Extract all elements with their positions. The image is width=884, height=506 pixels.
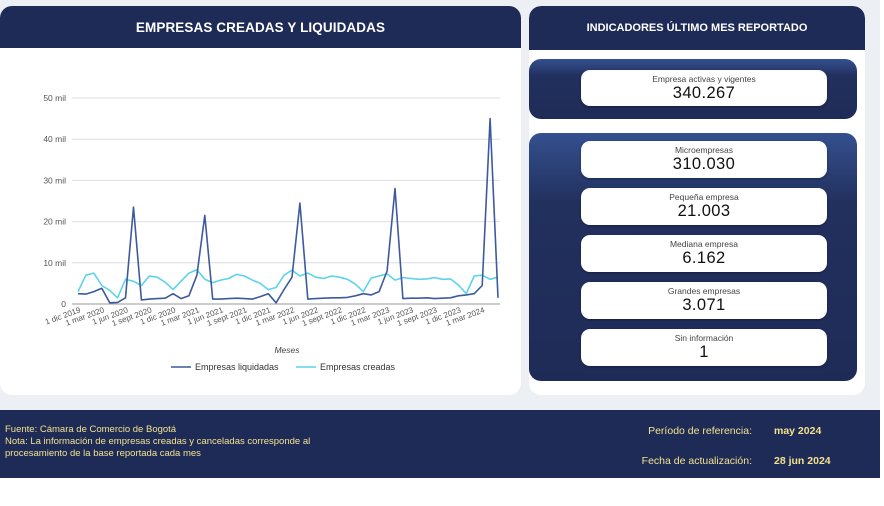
legend-label: Empresas liquidadas xyxy=(195,362,279,372)
active-companies-value: 340.267 xyxy=(672,84,736,102)
footer-source-note: Fuente: Cámara de Comercio de Bogotá Not… xyxy=(5,424,365,460)
microempresas-card: Microempresas 310.030 xyxy=(581,141,827,178)
series-line-liquidadas xyxy=(77,117,499,304)
indicators-panel: INDICADORES ÚLTIMO MES REPORTADO Empresa… xyxy=(529,6,865,395)
y-tick-label: 10 mil xyxy=(43,258,66,268)
updated-label: Fecha de actualización: xyxy=(641,455,752,467)
footer-source: Fuente: Cámara de Comercio de Bogotá xyxy=(5,424,177,435)
sin-informacion-card: Sin información 1 xyxy=(581,329,827,366)
pequena-empresa-value: 21.003 xyxy=(677,202,731,220)
mediana-empresa-label: Mediana empresa xyxy=(669,239,739,249)
active-companies-label: Empresa activas y vigentes xyxy=(652,74,756,84)
legend-label: Empresas creadas xyxy=(320,362,396,372)
chart-panel-title: EMPRESAS CREADAS Y LIQUIDADAS xyxy=(0,6,521,48)
y-tick-label: 0 xyxy=(61,299,66,309)
pequena-empresa-label: Pequeña empresa xyxy=(669,192,739,202)
pequena-empresa-card: Pequeña empresa 21.003 xyxy=(581,188,827,225)
grandes-empresas-card: Grandes empresas 3.071 xyxy=(581,282,827,319)
chart-panel: EMPRESAS CREADAS Y LIQUIDADAS 0 10 mil 20 … xyxy=(0,6,521,395)
indicators-panel-title: INDICADORES ÚLTIMO MES REPORTADO xyxy=(529,6,865,50)
company-size-block: Microempresas 310.030 Pequeña empresa 21… xyxy=(529,133,857,381)
y-tick-label: 50 mil xyxy=(43,93,66,103)
sin-informacion-label: Sin información xyxy=(674,333,734,343)
mediana-empresa-card: Mediana empresa 6.162 xyxy=(581,235,827,272)
period-value: may 2024 xyxy=(774,425,822,437)
y-tick-label: 40 mil xyxy=(43,134,66,144)
period-label: Período de referencia: xyxy=(648,425,752,437)
mediana-empresa-value: 6.162 xyxy=(682,249,726,267)
microempresas-label: Microempresas xyxy=(674,145,734,155)
active-companies-card: Empresa activas y vigentes 340.267 xyxy=(581,70,827,106)
grandes-empresas-label: Grandes empresas xyxy=(667,286,741,296)
series-line-creadas xyxy=(77,269,499,299)
footer-note: Nota: La información de empresas creadas… xyxy=(5,436,311,459)
footer-bar: Fuente: Cámara de Comercio de Bogotá Not… xyxy=(0,410,880,478)
grandes-empresas-value: 3.071 xyxy=(682,296,726,314)
active-companies-block: Empresa activas y vigentes 340.267 xyxy=(529,59,857,119)
updated-value: 28 jun 2024 xyxy=(774,455,831,467)
y-tick-label: 20 mil xyxy=(43,217,66,227)
x-axis-title: Meses xyxy=(274,345,300,355)
microempresas-value: 310.030 xyxy=(672,155,736,173)
y-tick-label: 30 mil xyxy=(43,175,66,185)
sin-informacion-value: 1 xyxy=(699,343,709,361)
